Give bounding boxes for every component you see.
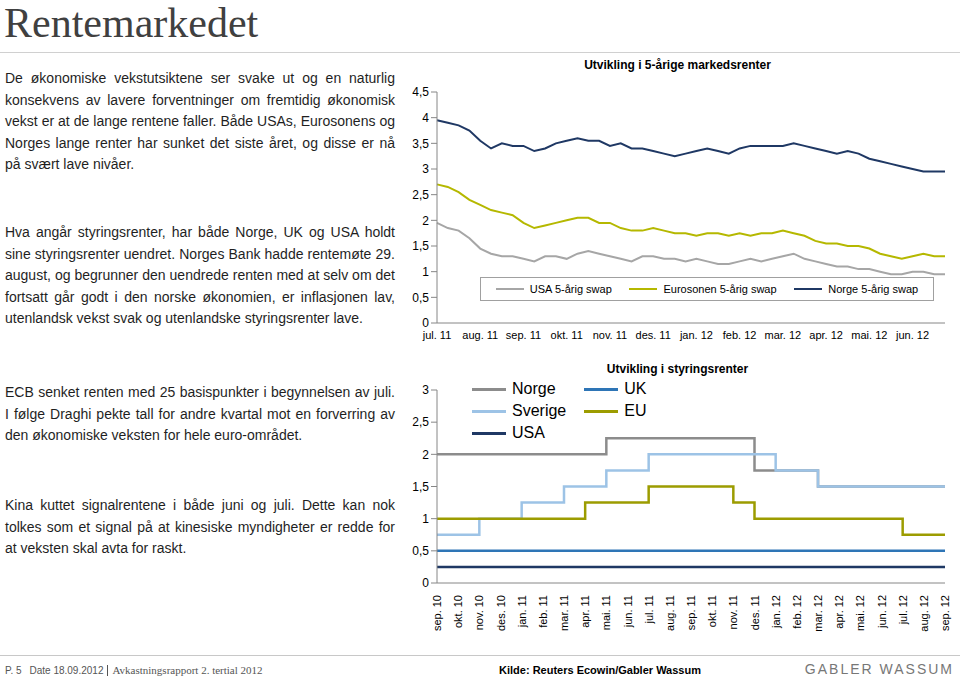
svg-text:des. 10: des. 10 <box>495 595 507 631</box>
svg-text:feb. 12: feb. 12 <box>723 329 757 341</box>
html-text:Kina kuttet signalrentene i bå: Kina kuttet signalrentene i både juni og… <box>5 497 395 556</box>
html-text:GABLER WASSUM: GABLER WASSUM <box>804 661 954 677</box>
svg-text:jan. 11: jan. 11 <box>516 595 528 628</box>
svg-text:jun. 12: jun. 12 <box>876 595 888 629</box>
svg-text:jul. 12: jul. 12 <box>897 595 909 625</box>
svg-text:mai. 12: mai. 12 <box>854 595 866 631</box>
svg-text:nov. 10: nov. 10 <box>473 595 485 630</box>
svg-text:4,5: 4,5 <box>412 85 429 99</box>
svg-text:4: 4 <box>422 111 429 125</box>
html-text:Eurosonen 5-årig swap: Eurosonen 5-årig swap <box>663 283 777 295</box>
svg-text:2: 2 <box>422 448 429 462</box>
svg-text:mar. 12: mar. 12 <box>812 595 824 632</box>
svg-text:okt. 11: okt. 11 <box>551 329 583 341</box>
svg-text:aug. 11: aug. 11 <box>462 329 498 341</box>
svg-text:0,5: 0,5 <box>412 291 429 305</box>
svg-text:des. 11: des. 11 <box>636 329 671 341</box>
svg-text:feb. 11: feb. 11 <box>537 595 549 628</box>
svg-text:aug. 11: aug. 11 <box>664 595 676 631</box>
svg-text:jul. 11: jul. 11 <box>422 329 452 341</box>
svg-text:aug. 12: aug. 12 <box>918 595 930 632</box>
svg-text:feb. 12: feb. 12 <box>791 595 803 629</box>
svg-text:sep. 12: sep. 12 <box>939 595 951 631</box>
svg-text:apr. 12: apr. 12 <box>809 329 843 341</box>
html-text:USA 5-årig swap: USA 5-årig swap <box>529 283 612 295</box>
html-text:Norge 5-årig swap: Norge 5-årig swap <box>828 283 919 295</box>
svg-text:0,5: 0,5 <box>412 544 429 558</box>
svg-text:des. 11: des. 11 <box>749 595 761 630</box>
svg-text:okt. 11: okt. 11 <box>706 595 718 627</box>
svg-text:3,5: 3,5 <box>412 137 429 151</box>
html-text:Norge: Norge <box>512 380 556 397</box>
html-text:USA: USA <box>512 424 545 441</box>
svg-text:1: 1 <box>422 265 429 279</box>
svg-text:apr. 11: apr. 11 <box>579 595 591 628</box>
svg-text:okt. 10: okt. 10 <box>452 595 464 628</box>
svg-text:1,5: 1,5 <box>412 480 429 494</box>
html-text:P. 5: P. 5 <box>5 664 22 676</box>
html-text:UK: UK <box>624 380 647 397</box>
html-text:Utvikling i 5-årige markedsren: Utvikling i 5-årige markedsrenter <box>584 58 771 72</box>
svg-text:2: 2 <box>422 214 429 228</box>
svg-text:1: 1 <box>422 512 429 526</box>
svg-text:nov. 11: nov. 11 <box>727 595 739 629</box>
svg-text:mai. 11: mai. 11 <box>600 595 612 630</box>
svg-text:mar. 12: mar. 12 <box>765 329 802 341</box>
svg-text:sep. 11: sep. 11 <box>506 329 541 341</box>
html-text:Utvikling i styringsrenter: Utvikling i styringsrenter <box>606 362 749 376</box>
svg-text:3: 3 <box>422 383 429 397</box>
html-text:ECB senket renten med 25 basis: ECB senket renten med 25 basispunkter i … <box>5 384 395 443</box>
svg-text:jul. 11: jul. 11 <box>643 595 655 625</box>
svg-text:jan. 12: jan. 12 <box>679 329 713 341</box>
svg-text:jun. 12: jun. 12 <box>895 329 929 341</box>
svg-text:jan. 12: jan. 12 <box>770 595 782 629</box>
svg-text:apr. 12: apr. 12 <box>833 595 845 629</box>
html-text:Sverige: Sverige <box>512 402 567 419</box>
html-text:Hva angår styringsrenter, har: Hva angår styringsrenter, har både Norge… <box>5 224 395 326</box>
svg-text:jun. 11: jun. 11 <box>622 595 634 628</box>
svg-text:sep. 10: sep. 10 <box>431 595 443 631</box>
svg-text:mai. 12: mai. 12 <box>851 329 887 341</box>
svg-text:sep. 11: sep. 11 <box>685 595 697 630</box>
svg-text:0: 0 <box>422 576 429 590</box>
svg-text:3: 3 <box>422 162 429 176</box>
svg-text:mar. 11: mar. 11 <box>558 595 570 631</box>
html-text:Rentemarkedet: Rentemarkedet <box>4 0 259 46</box>
svg-text:1,5: 1,5 <box>412 239 429 253</box>
html-text:Date 18.09.2012: Date 18.09.2012 <box>29 664 104 676</box>
svg-text:0: 0 <box>422 316 429 330</box>
svg-text:nov. 11: nov. 11 <box>593 329 627 341</box>
html-text:EU: EU <box>624 402 647 419</box>
svg-text:2,5: 2,5 <box>412 415 429 429</box>
svg-text:2,5: 2,5 <box>412 188 429 202</box>
html-text:De økonomiske vekstutsiktene s: De økonomiske vekstutsiktene ser svake u… <box>5 70 395 172</box>
html-text:Kilde: Reuters Ecowin/Gabler W: Kilde: Reuters Ecowin/Gabler Wassum <box>499 664 701 676</box>
html-text:Avkastningsrapport 2. tertial: Avkastningsrapport 2. tertial 2012 <box>112 664 263 676</box>
